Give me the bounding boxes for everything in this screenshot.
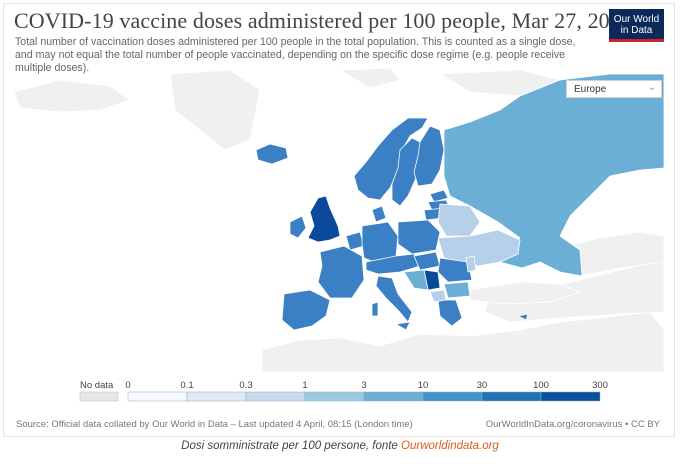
greenland [169, 69, 261, 151]
source-link[interactable]: OurWorldInData.org/coronavirus • CC BY [485, 419, 660, 430]
poland [397, 219, 441, 255]
sicily [395, 321, 411, 331]
owid-logo[interactable]: Our World in Data [609, 9, 664, 42]
estonia [429, 189, 449, 203]
norway [353, 117, 429, 201]
ireland [289, 215, 307, 239]
legend-tick-label: 1 [302, 380, 307, 391]
central-europe [365, 253, 421, 275]
greece [437, 299, 463, 327]
legend-bin [245, 391, 306, 402]
legend-bin [127, 391, 188, 402]
legend-bin [304, 391, 365, 402]
denmark [371, 205, 387, 223]
no-data-swatch [79, 391, 119, 402]
legend-tick-label: 10 [418, 380, 429, 391]
moldova [465, 255, 477, 273]
sardinia [371, 301, 379, 317]
source-note: Source: Official data collated by Our Wo… [16, 419, 413, 430]
albania-macedonia [429, 289, 447, 303]
legend-tick-label: 100 [533, 380, 549, 391]
romania [437, 257, 473, 283]
color-legend: No data 0 0.1 0.3 1 3 10 30 100 300 [79, 380, 608, 402]
legend-bin [363, 391, 424, 402]
iceland [255, 143, 289, 165]
logo-line-2: in Data [620, 25, 653, 36]
chart-subtitle: Total number of vaccination doses admini… [15, 36, 576, 74]
caucasus-asia [559, 231, 665, 277]
iberia [281, 289, 331, 331]
caption-link[interactable]: Ourworldindata.org [401, 440, 499, 452]
arctic-land-left [13, 79, 131, 113]
chart-title: COVID-19 vaccine doses administered per … [14, 8, 632, 33]
france [317, 245, 365, 299]
figure-caption: Dosi somministrate per 100 persone, font… [0, 440, 680, 452]
no-data-land [13, 67, 665, 373]
legend-tick-label: 300 [592, 380, 608, 391]
no-data-label: No data [80, 380, 114, 391]
logo-line-1: Our World [613, 14, 660, 25]
legend-tick-label: 3 [361, 380, 366, 391]
legend-tick-label: 0.3 [239, 380, 252, 391]
north-africa [261, 311, 665, 373]
region-select[interactable]: Europe ⌄ [566, 80, 662, 98]
cyprus [517, 313, 529, 321]
legend-bin [422, 391, 483, 402]
legend-bin [481, 391, 542, 402]
sweden [391, 137, 421, 207]
vaccinated-countries [255, 73, 665, 331]
legend-bin [186, 391, 247, 402]
europe-map[interactable] [0, 0, 680, 400]
bosnia-croatia [403, 269, 429, 291]
legend-tick-label: 0 [125, 380, 130, 391]
legend-tick-label: 30 [477, 380, 488, 391]
chevron-down-icon: ⌄ [647, 82, 656, 93]
finland [413, 125, 445, 187]
russia [443, 73, 665, 277]
turkey [469, 281, 582, 305]
legend-tick-label: 0.1 [180, 380, 193, 391]
united-kingdom [307, 195, 341, 243]
legend-bin [540, 391, 601, 402]
svalbard-area [338, 67, 401, 89]
caption-text: Dosi somministrate per 100 persone, font… [181, 440, 402, 452]
region-select-value: Europe [574, 84, 607, 95]
bulgaria [443, 281, 471, 299]
